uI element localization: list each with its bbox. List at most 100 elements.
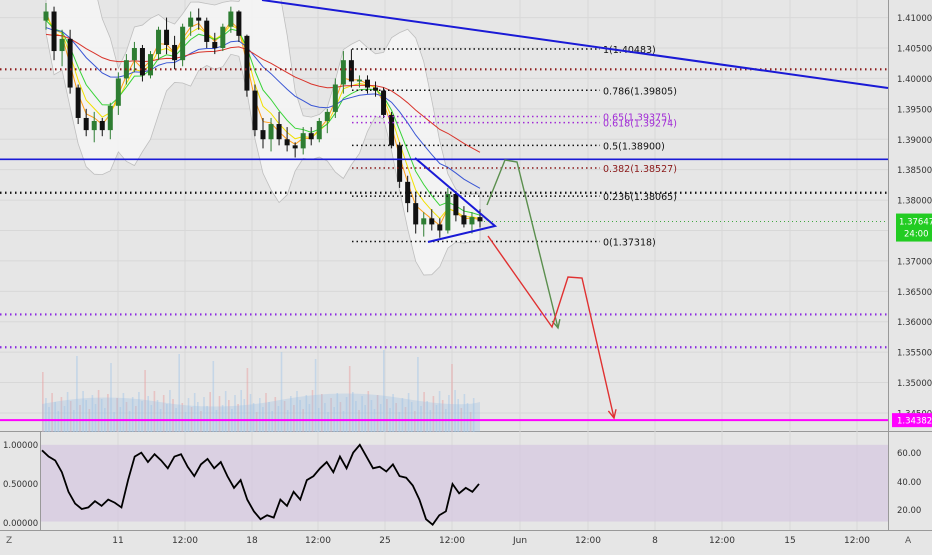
candlesticks (43, 3, 483, 238)
volume-bar (100, 399, 103, 432)
fib-level-label: 0(1.37318) (603, 238, 656, 249)
auto-scale-label[interactable]: A (905, 536, 912, 546)
candle-body (59, 38, 65, 52)
price-tick-label: 1.35500 (897, 349, 932, 359)
moving-average-line (45, 33, 481, 153)
volume-bar (221, 405, 224, 432)
price-tick-label: 1.36000 (897, 318, 932, 328)
volume-bar (107, 394, 109, 432)
volume-bar (66, 392, 69, 432)
volume-bar (414, 411, 416, 432)
candle-body (461, 215, 467, 225)
volume-bar (240, 390, 242, 432)
volume-bar (314, 359, 317, 432)
volume-bar (259, 398, 261, 432)
green-projection-arrow-head (551, 319, 561, 330)
time-tick-label: 12:00 (575, 536, 601, 546)
candle-body (389, 114, 395, 146)
volume-bar (181, 403, 184, 432)
candle-body (316, 121, 322, 140)
volume-bar (283, 401, 286, 432)
price-tick-label: 1.40500 (897, 45, 932, 55)
volume-bar (162, 395, 165, 432)
candle-body (43, 11, 49, 21)
volume-bar (432, 396, 435, 432)
volume-bar (410, 402, 413, 432)
volume-bar (91, 395, 94, 432)
time-axis[interactable]: 11 12:00 18 12:00 25 12:00 Jun 12:00 8 12:00 15 12:… (112, 536, 870, 546)
candle-body (220, 26, 226, 49)
volume-bar (457, 399, 459, 432)
target-price-label: 1.34382 (897, 417, 932, 427)
time-tick-label: 12:00 (709, 536, 735, 546)
candle-body (445, 193, 451, 231)
volume-bar (184, 412, 187, 432)
volume-bar (69, 401, 72, 432)
volume-bar (187, 398, 190, 432)
volume-bar (206, 406, 208, 432)
volume-bar (435, 405, 438, 432)
volume-bar (147, 396, 149, 432)
fibonacci-retracement[interactable]: 1(1.40483) 0.786(1.39805) 0.65(1.39375)0.6… (352, 45, 677, 249)
candle-body (164, 29, 170, 45)
volume-bar (395, 403, 397, 432)
timezone-label[interactable]: Z (6, 536, 12, 546)
candle-body (469, 217, 475, 225)
candle-body (429, 218, 435, 225)
volume-bar (209, 392, 211, 432)
candle-body (75, 87, 81, 118)
volume-bar (79, 405, 81, 432)
red-projection-arrow-head (607, 409, 617, 420)
volume-bar (200, 411, 202, 432)
indicator-band (41, 444, 888, 522)
volume-bar (116, 398, 118, 432)
volume-bar (274, 397, 277, 432)
time-tick-label: 12:00 (172, 536, 198, 546)
candle-body (308, 133, 314, 140)
volume-bar (296, 391, 298, 432)
candle-body (204, 20, 210, 42)
current-price-badge (896, 213, 932, 242)
volume-bar (45, 398, 47, 432)
volume-bar (60, 397, 63, 432)
time-tick-label: 12:00 (844, 536, 870, 546)
candle-body (196, 17, 202, 21)
stochastic-pane[interactable]: 1.00000 0.50000 0.00000 60.00 40.00 20.00 (3, 441, 921, 529)
volume-bar (277, 406, 280, 432)
fib-level-label: 0.65(1.39375) (603, 112, 671, 123)
volume-bar (361, 396, 363, 432)
horizontal-levels[interactable] (0, 68, 888, 422)
time-tick-label: 25 (379, 536, 390, 546)
candle-body (228, 11, 234, 27)
volume-bar (141, 401, 143, 432)
volume-bar (94, 404, 97, 432)
price-tick-label: 1.41000 (897, 14, 932, 24)
volume-bar (125, 402, 128, 432)
volume-bar (153, 391, 156, 432)
volume-bar (234, 395, 236, 432)
volume-bar (280, 352, 283, 432)
price-axis[interactable]: 1.41000 1.40500 1.40000 1.39500 1.39000 1.385… (480, 14, 932, 428)
target-price-badge (892, 413, 932, 428)
volume-bar (339, 402, 342, 432)
volume-bar (469, 412, 472, 432)
time-tick-label: 15 (784, 536, 795, 546)
indicator-left-tick: 0.00000 (3, 519, 38, 529)
volume-bar (156, 400, 159, 432)
volume-bar (54, 402, 56, 432)
volume-bar (355, 401, 357, 432)
volume-bar (271, 411, 273, 432)
volume-bar (252, 403, 255, 432)
volume-bar (42, 372, 44, 432)
price-tick-label: 1.40000 (897, 75, 932, 85)
volume-bar (305, 395, 308, 432)
volume-bar (290, 396, 292, 432)
volume-bar (330, 398, 332, 432)
volume-bar (76, 356, 78, 432)
volume-bar (150, 405, 153, 432)
volume-bar (243, 399, 246, 432)
drawings[interactable] (261, 0, 889, 420)
candle-body (356, 79, 362, 82)
